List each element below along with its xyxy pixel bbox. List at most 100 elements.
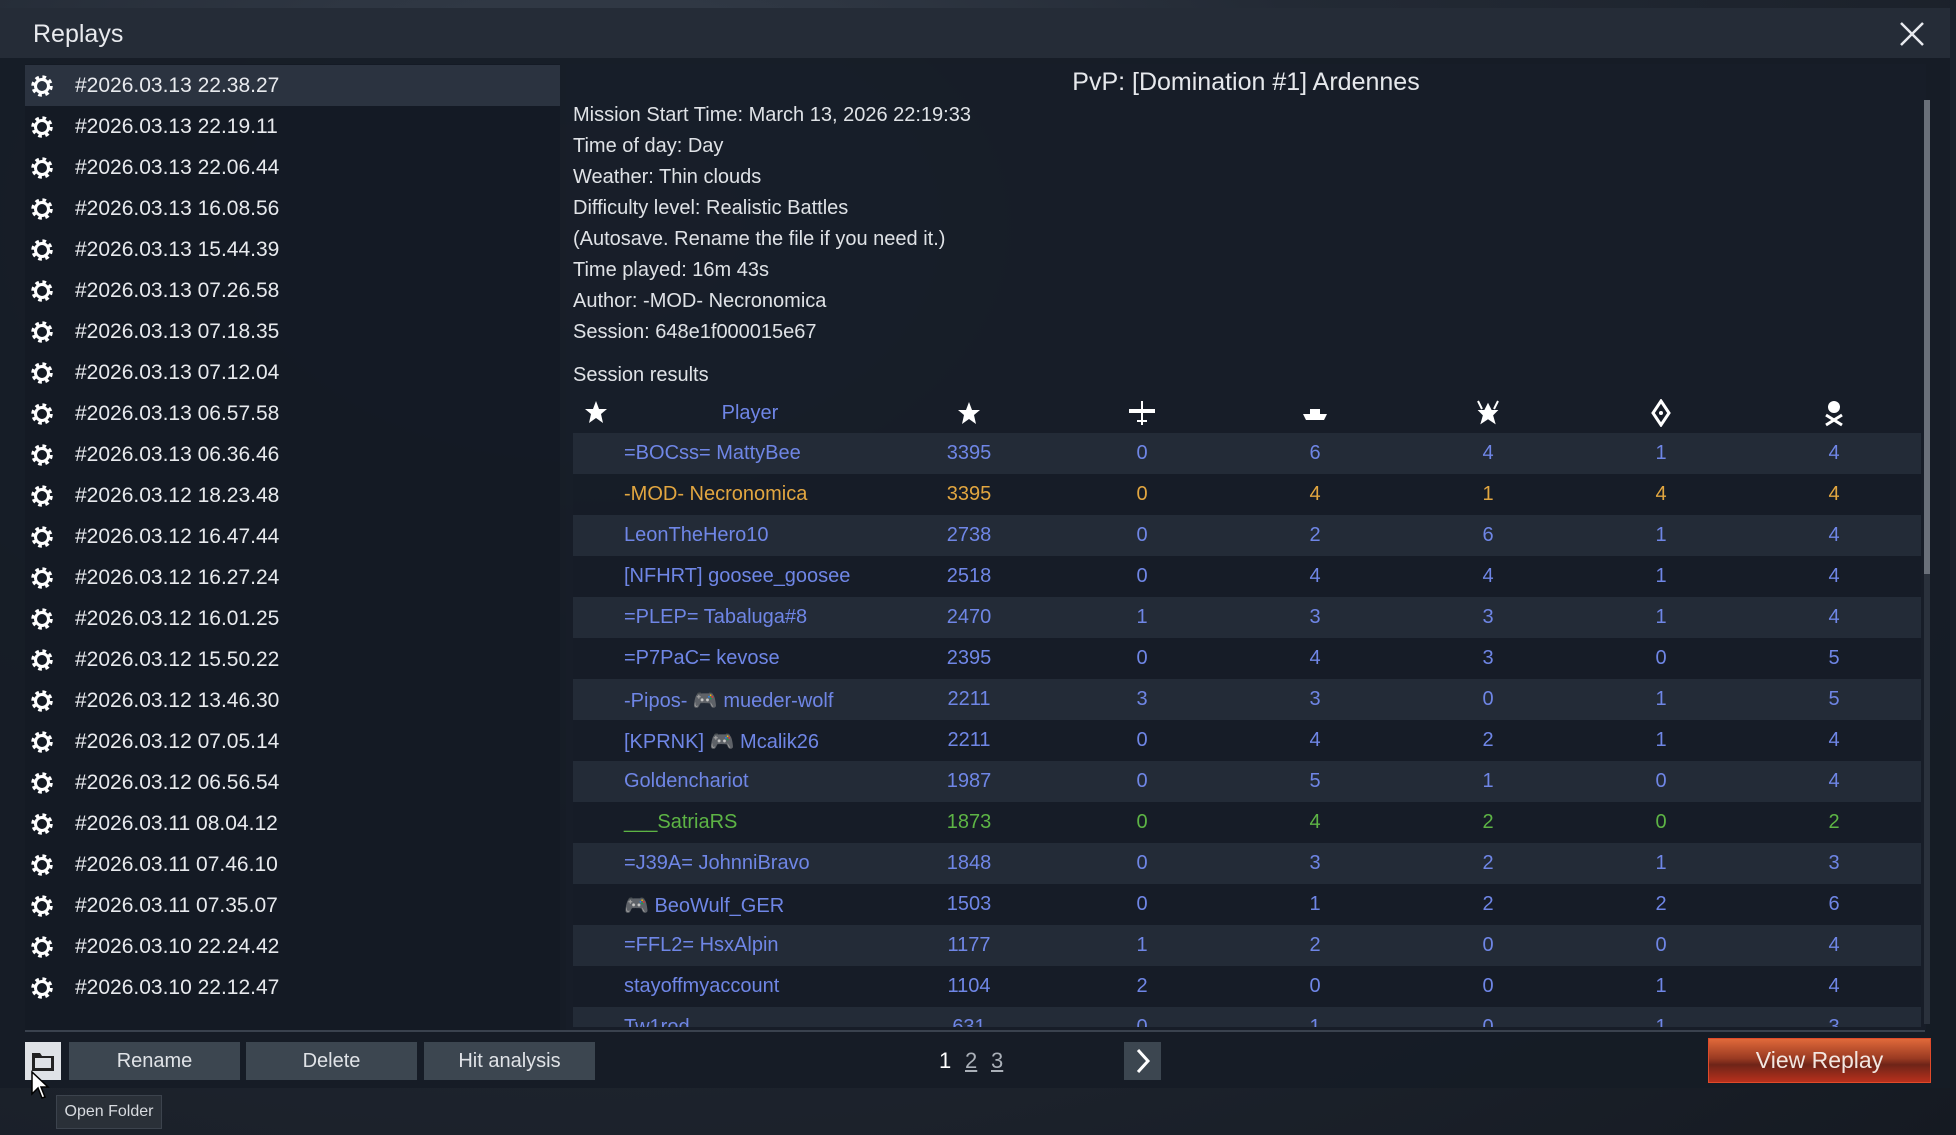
- replay-gear-icon: [31, 525, 53, 548]
- replay-list-item[interactable]: #2026.03.13 07.26.58: [25, 270, 560, 311]
- replay-list-item[interactable]: #2026.03.12 06.56.54: [25, 762, 560, 803]
- mission-title: PvP: [Domination #1] Ardennes: [1072, 68, 1420, 96]
- replay-gear-icon: [31, 853, 53, 876]
- replay-name: #2026.03.13 22.19.11: [75, 114, 278, 138]
- score-value: 1503: [946, 893, 992, 915]
- ground-kills-value: 1: [1309, 1016, 1321, 1027]
- replay-name: #2026.03.13 07.12.04: [75, 360, 280, 384]
- close-icon[interactable]: [1897, 19, 1927, 49]
- replay-list-item[interactable]: #2026.03.11 07.46.10: [25, 844, 560, 885]
- replay-list-item[interactable]: #2026.03.13 22.38.27: [25, 65, 560, 106]
- window-title: Replays: [33, 20, 124, 48]
- replay-list-item[interactable]: #2026.03.10 22.12.47: [25, 967, 560, 1008]
- rename-button[interactable]: Rename: [69, 1042, 240, 1080]
- replay-list-item[interactable]: #2026.03.12 15.50.22: [25, 639, 560, 680]
- assists-value: 2: [1482, 852, 1494, 874]
- replay-list-item[interactable]: #2026.03.12 16.47.44: [25, 516, 560, 557]
- replay-list-item[interactable]: #2026.03.13 06.57.58: [25, 393, 560, 434]
- player-row[interactable]: stayoffmyaccount 1104 2 0 0 1 4: [573, 966, 1921, 1007]
- ground-kills-value: 2: [1309, 934, 1321, 956]
- replay-name: #2026.03.12 16.47.44: [75, 524, 280, 548]
- replay-list-item[interactable]: #2026.03.11 08.04.12: [25, 803, 560, 844]
- replay-list-item[interactable]: #2026.03.12 18.23.48: [25, 475, 560, 516]
- replay-list-item[interactable]: #2026.03.12 13.46.30: [25, 680, 560, 721]
- air-kills-value: 0: [1136, 483, 1148, 505]
- replay-gear-icon: [31, 402, 53, 425]
- player-row[interactable]: [NFHRT] goosee_goosee 2518 0 4 4 1 4: [573, 556, 1921, 597]
- player-row[interactable]: =J39A= JohnniBravo 1848 0 3 2 1 3: [573, 843, 1921, 884]
- deaths-value: 5: [1828, 688, 1840, 710]
- scrollbar-thumb[interactable]: [1924, 100, 1930, 574]
- air-kills-value: 0: [1136, 729, 1148, 751]
- hit-analysis-button[interactable]: Hit analysis: [424, 1042, 595, 1080]
- player-name: [NFHRT] goosee_goosee: [624, 565, 851, 587]
- replay-list-item[interactable]: #2026.03.13 16.08.56: [25, 188, 560, 229]
- air-kills-icon[interactable]: [1127, 398, 1157, 428]
- ground-kills-value: 1: [1309, 893, 1321, 915]
- deaths-value: 4: [1828, 524, 1840, 546]
- player-row[interactable]: Goldenchariot 1987 0 5 1 0 4: [573, 761, 1921, 802]
- replay-gear-icon: [31, 730, 53, 753]
- replay-name: #2026.03.13 15.44.39: [75, 237, 280, 261]
- page-3[interactable]: 3: [991, 1048, 1004, 1073]
- assists-value: 0: [1482, 1016, 1494, 1027]
- player-name: [KPRNK] 🎮 Mcalik26: [624, 731, 819, 753]
- player-row[interactable]: =BOCss= MattyBee 3395 0 6 4 1 4: [573, 433, 1921, 474]
- assists-value: 6: [1482, 524, 1494, 546]
- open-folder-button[interactable]: [25, 1042, 61, 1080]
- score-value: 2738: [946, 524, 992, 546]
- replay-gear-icon: [31, 648, 53, 671]
- captures-icon[interactable]: [1646, 398, 1676, 428]
- player-row[interactable]: [KPRNK] 🎮 Mcalik26 2211 0 4 2 1 4: [573, 720, 1921, 761]
- ground-kills-icon[interactable]: [1300, 398, 1330, 428]
- deaths-value: 3: [1828, 852, 1840, 874]
- assists-icon[interactable]: [1473, 398, 1503, 428]
- player-row[interactable]: -MOD- Necronomica 3395 0 4 1 4 4: [573, 474, 1921, 515]
- player-row[interactable]: -Pipos- 🎮 mueder-wolf 2211 3 3 0 1 5: [573, 679, 1921, 720]
- replay-gear-icon: [31, 566, 53, 589]
- replay-list-item[interactable]: #2026.03.13 15.44.39: [25, 229, 560, 270]
- mission-info-line: Weather: Thin clouds: [573, 166, 762, 188]
- replay-list-item[interactable]: #2026.03.10 22.24.42: [25, 926, 560, 967]
- replay-gear-icon: [31, 279, 53, 302]
- captures-value: 0: [1655, 934, 1667, 956]
- assists-value: 1: [1482, 770, 1494, 792]
- page-1[interactable]: 1: [939, 1048, 952, 1073]
- score-star-icon[interactable]: [954, 398, 984, 428]
- player-column-header[interactable]: Player: [721, 401, 779, 424]
- player-row[interactable]: LeonTheHero10 2738 0 2 6 1 4: [573, 515, 1921, 556]
- player-row[interactable]: =FFL2= HsxAlpin 1177 1 2 0 0 4: [573, 925, 1921, 966]
- player-row[interactable]: Tw1rod 631 0 1 0 1 3: [573, 1007, 1921, 1027]
- replay-list-item[interactable]: #2026.03.12 16.01.25: [25, 598, 560, 639]
- delete-button[interactable]: Delete: [246, 1042, 417, 1080]
- assists-value: 2: [1482, 893, 1494, 915]
- next-page-button[interactable]: [1124, 1042, 1161, 1080]
- player-row[interactable]: ___SatriaRS 1873 0 4 2 0 2: [573, 802, 1921, 843]
- assists-value: 3: [1482, 606, 1494, 628]
- replay-list-item[interactable]: #2026.03.13 06.36.46: [25, 434, 560, 475]
- replay-list-item[interactable]: #2026.03.13 07.18.35: [25, 311, 560, 352]
- assists-value: 0: [1482, 688, 1494, 710]
- view-replay-button[interactable]: View Replay: [1708, 1038, 1931, 1083]
- player-row[interactable]: =P7PaC= kevose 2395 0 4 3 0 5: [573, 638, 1921, 679]
- replay-list-item[interactable]: #2026.03.13 07.12.04: [25, 352, 560, 393]
- assists-value: 4: [1482, 565, 1494, 587]
- player-name: =P7PaC= kevose: [624, 647, 780, 669]
- mission-info-line: Time of day: Day: [573, 135, 724, 157]
- page-2[interactable]: 2: [965, 1048, 978, 1073]
- score-value: 631: [952, 1016, 986, 1027]
- replay-name: #2026.03.12 07.05.14: [75, 729, 280, 753]
- replay-list-item[interactable]: #2026.03.11 07.35.07: [25, 885, 560, 926]
- player-row[interactable]: =PLEP= Tabaluga#8 2470 1 3 3 1 4: [573, 597, 1921, 638]
- replay-list-item[interactable]: #2026.03.13 22.19.11: [25, 106, 560, 147]
- replay-name: #2026.03.13 07.18.35: [75, 319, 280, 343]
- scrollbar[interactable]: [1924, 100, 1930, 1024]
- replay-list-item[interactable]: #2026.03.12 16.27.24: [25, 557, 560, 598]
- replay-list-item[interactable]: #2026.03.13 22.06.44: [25, 147, 560, 188]
- deaths-icon[interactable]: [1819, 398, 1849, 428]
- air-kills-value: 0: [1136, 647, 1148, 669]
- player-row[interactable]: 🎮 BeoWulf_GER 1503 0 1 2 2 6: [573, 884, 1921, 925]
- air-kills-value: 3: [1136, 688, 1148, 710]
- assists-value: 0: [1482, 934, 1494, 956]
- replay-list-item[interactable]: #2026.03.12 07.05.14: [25, 721, 560, 762]
